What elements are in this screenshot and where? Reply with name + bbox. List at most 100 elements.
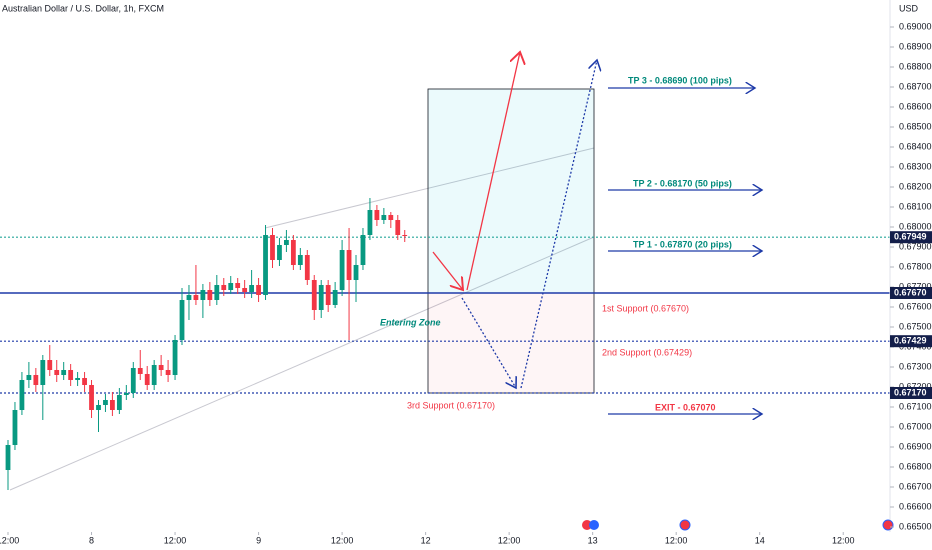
annotation: 2nd Support (0.67429)	[602, 347, 692, 357]
y-tick-label: 0.66600	[899, 501, 932, 511]
candle-body	[110, 400, 115, 410]
candle-body	[402, 235, 408, 236]
y-tick-label: 0.68900	[899, 41, 932, 51]
candle-body	[200, 290, 206, 300]
y-tick-label: 0.68200	[899, 181, 932, 191]
candle-body	[172, 340, 178, 375]
candle-body	[214, 285, 220, 300]
candle-body	[5, 445, 11, 470]
candle-body	[318, 285, 324, 310]
price-label: 0.67670	[894, 287, 927, 297]
plot-area	[0, 88, 890, 491]
annotation: 1st Support (0.67670)	[602, 303, 689, 313]
candle-body	[395, 220, 401, 235]
event-flag	[589, 520, 599, 530]
candle-body	[339, 250, 345, 290]
y-tick-label: 0.68800	[899, 61, 932, 71]
candle-body	[353, 265, 359, 280]
candle-body	[346, 250, 352, 280]
candle-body	[12, 410, 18, 445]
candle-body	[270, 235, 275, 260]
candle-body	[33, 375, 39, 385]
candle-body	[360, 235, 366, 265]
candle-body	[332, 290, 338, 305]
candle-body	[54, 370, 60, 375]
x-tick-label: 12:00	[498, 535, 521, 545]
y-tick-label: 0.66800	[899, 461, 932, 471]
candle-body	[179, 300, 185, 340]
x-tick-label: 13	[588, 535, 598, 545]
annotation: 3rd Support (0.67170)	[407, 400, 495, 410]
candle-body	[221, 285, 227, 290]
candle-body	[388, 215, 394, 220]
price-label-box	[890, 387, 932, 399]
candle-body	[311, 280, 317, 310]
candle-body	[144, 374, 150, 385]
candle-body	[207, 290, 213, 300]
candle-body	[249, 285, 255, 292]
y-tick-label: 0.67500	[899, 321, 932, 331]
candle-body	[89, 385, 94, 410]
y-tick-label: 0.68600	[899, 101, 932, 111]
x-tick-label: 12:00	[331, 535, 354, 545]
y-tick-label: 0.68000	[899, 221, 932, 231]
candle-body	[103, 400, 108, 405]
candle-body	[68, 370, 74, 380]
x-tick-label: 12:00	[164, 535, 187, 545]
candle-body	[381, 215, 387, 220]
price-label-box	[890, 231, 932, 244]
price-label: 0.67170	[894, 387, 927, 397]
candle-body	[290, 240, 296, 265]
event-flag	[882, 519, 894, 531]
y-tick-label: 0.67100	[899, 401, 932, 411]
red-arrow	[466, 52, 520, 291]
candle-body	[158, 365, 164, 370]
y-tick-label: 0.68400	[899, 141, 932, 151]
candle-body	[123, 393, 129, 395]
candle-body	[186, 295, 192, 300]
candle-body	[297, 255, 303, 265]
candle-body	[263, 235, 268, 295]
event-icons	[582, 519, 894, 531]
y-tick-label: 0.68700	[899, 81, 932, 91]
candle-body	[304, 255, 310, 280]
candle-body	[193, 295, 199, 300]
candle-body	[96, 405, 101, 410]
stop-zone	[427, 292, 595, 394]
y-tick-label: 0.66900	[899, 441, 932, 451]
candle-body	[367, 210, 373, 235]
candle-body	[19, 380, 25, 410]
annotation: Entering Zone	[380, 317, 441, 327]
y-tick-label: 0.68100	[899, 201, 932, 211]
candle-body	[235, 283, 241, 288]
x-tick-label: 12:00	[832, 535, 855, 545]
x-tick-label: 12:00	[0, 535, 19, 545]
candle-body	[228, 283, 234, 290]
target-zone	[427, 88, 595, 294]
candle-body	[75, 378, 81, 380]
y-tick-label: 0.68300	[899, 161, 932, 171]
y-tick-label: 0.69000	[899, 21, 932, 31]
event-flag	[582, 520, 592, 530]
price-label: 0.67949	[894, 232, 927, 242]
candle-body	[137, 368, 143, 374]
candle-body	[256, 285, 261, 295]
x-tick-label: 9	[256, 535, 261, 545]
annotation: TP 3 - 0.68690 (100 pips)	[628, 75, 732, 85]
candle-body	[40, 360, 46, 385]
candle-body	[242, 288, 248, 292]
x-tick-label: 12	[421, 535, 431, 545]
candle-body	[165, 370, 171, 375]
x-tick-label: 8	[89, 535, 94, 545]
annotation: TP 2 - 0.68170 (50 pips)	[633, 178, 732, 188]
y-tick-label: 0.67600	[899, 301, 932, 311]
annotation: TP 1 - 0.67870 (20 pips)	[633, 239, 732, 249]
y-tick-label: 0.67300	[899, 361, 932, 371]
price-label-box	[890, 335, 932, 348]
price-label-box	[890, 287, 932, 299]
channel-lower	[9, 236, 595, 491]
y-tick-label: 0.66500	[899, 521, 932, 531]
candle-body	[116, 395, 122, 410]
y-tick-label: 0.68500	[899, 121, 932, 131]
